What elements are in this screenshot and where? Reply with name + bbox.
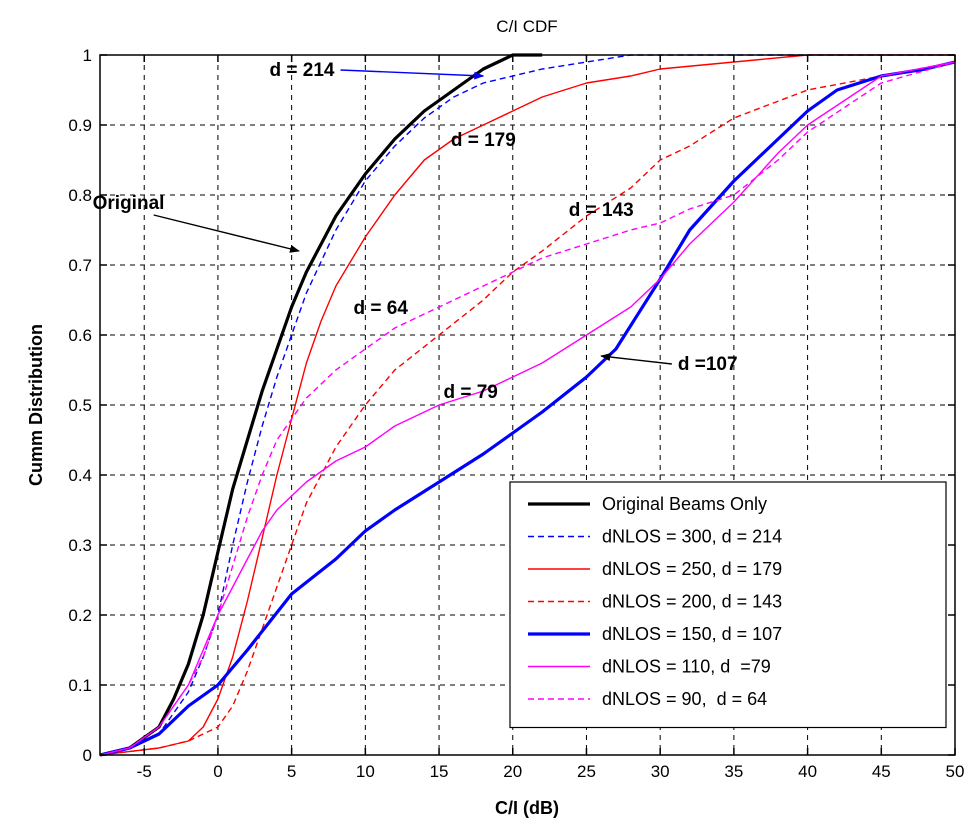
y-tick-label: 0.7 [68,256,92,275]
legend-label: dNLOS = 250, d = 179 [602,559,782,579]
annotation-label: Original [93,193,165,214]
x-tick-label: 0 [213,762,222,781]
series-line-4 [99,61,956,756]
annotation-label: d = 143 [569,200,634,221]
x-tick-label: 20 [503,762,522,781]
legend-label: Original Beams Only [602,494,767,514]
x-tick-label: 50 [946,762,965,781]
x-tick-label: 15 [430,762,449,781]
legend-label: dNLOS = 90, d = 64 [602,689,767,709]
x-tick-label: 45 [872,762,891,781]
annotation-arrow [153,214,300,253]
y-tick-label: 1 [83,46,92,65]
x-axis-label: C/I (dB) [495,798,559,818]
y-tick-label: 0.4 [68,466,92,485]
series-lines [99,53,956,757]
x-tick-label: 30 [651,762,670,781]
y-tick-label: 0.8 [68,186,92,205]
annotation-label: d = 64 [354,298,409,319]
legend-label: dNLOS = 150, d = 107 [602,624,782,644]
y-tick-label: 0.2 [68,606,92,625]
series-line-6 [99,61,956,756]
series-line-2 [99,54,955,756]
legend-box [509,481,947,729]
annotation-label: d = 179 [451,130,516,151]
legend-label: dNLOS = 200, d = 143 [602,592,782,612]
series-line-7 [99,61,956,756]
y-tick-label: 0.6 [68,326,92,345]
annotation-arrow [600,353,672,365]
x-tick-label: 10 [356,762,375,781]
annotation-label: d =107 [678,354,738,375]
y-tick-label: 0 [83,746,92,765]
legend-label: dNLOS = 300, d = 214 [602,527,782,547]
series-line-1 [99,53,543,757]
y-tick-label: 0.9 [68,116,92,135]
x-tick-label: 5 [287,762,296,781]
x-tick-label: 35 [724,762,743,781]
series-line-3 [99,54,955,756]
annotations: d = 214 d = 179 d = 143 Original d = 64 d = 7… [93,60,738,403]
y-tick-label: 0.3 [68,536,92,555]
annotation-label: d = 214 [270,60,335,81]
y-tick-label: 0.1 [68,676,92,695]
annotation-label: d = 79 [443,382,497,403]
chart-title: C/I CDF [496,17,557,36]
axis-ticks: -5 0 5 10 15 20 25 30 35 40 45 50 0 0.1 0.2 0.3 0.4 0.5 0.… [68,46,964,781]
series-line-5 [99,60,956,757]
x-tick-label: -5 [137,762,152,781]
legend: Original Beams Only dNLOS = 300, d = 214 d… [509,481,947,729]
y-axis-label: Cumm Distribution [26,324,46,486]
annotation-arrow [340,69,485,80]
x-tick-label: 25 [577,762,596,781]
y-tick-label: 0.5 [68,396,92,415]
legend-label: dNLOS = 110, d =79 [602,657,771,677]
x-tick-label: 40 [798,762,817,781]
